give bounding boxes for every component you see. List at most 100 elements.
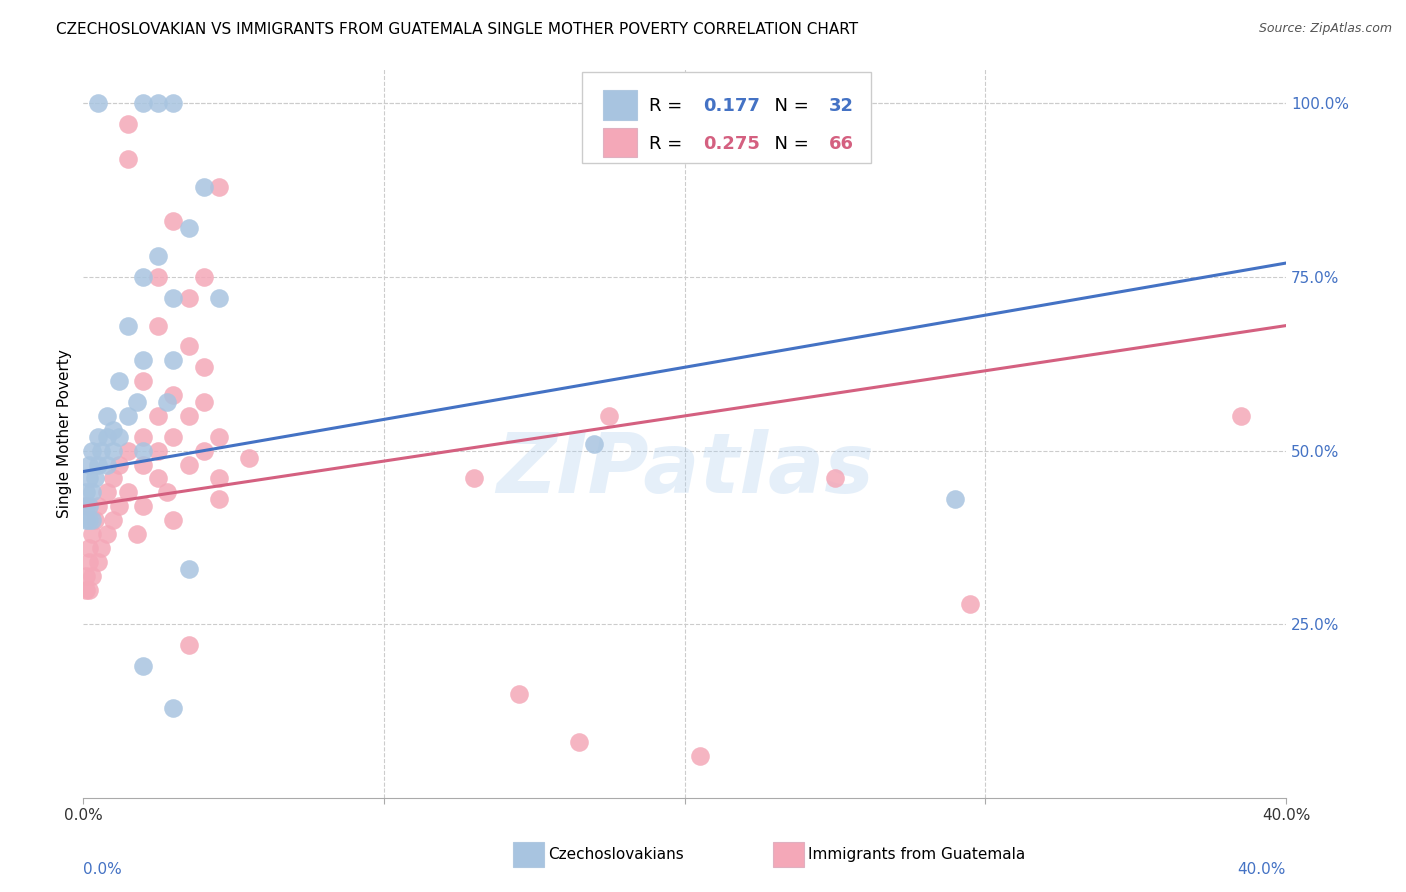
Point <box>75 500 97 514</box>
Point <box>82 568 104 582</box>
Point <box>82 485 104 500</box>
Point <box>90 443 112 458</box>
Point <box>162 291 184 305</box>
Point <box>75 485 97 500</box>
Y-axis label: Single Mother Poverty: Single Mother Poverty <box>58 349 72 517</box>
Text: 40.0%: 40.0% <box>1237 863 1286 877</box>
Point <box>79 471 101 485</box>
Text: CZECHOSLOVAKIAN VS IMMIGRANTS FROM GUATEMALA SINGLE MOTHER POVERTY CORRELATION C: CZECHOSLOVAKIAN VS IMMIGRANTS FROM GUATE… <box>56 22 859 37</box>
Text: 0.0%: 0.0% <box>83 863 122 877</box>
Point <box>508 687 530 701</box>
Point <box>148 249 170 263</box>
Point <box>177 562 200 576</box>
Point <box>117 318 139 333</box>
Point <box>79 458 101 472</box>
Point <box>75 568 97 582</box>
Bar <box>603 90 637 120</box>
Point <box>598 409 620 423</box>
Text: N =: N = <box>763 97 814 115</box>
Point <box>79 513 101 527</box>
Bar <box>603 128 637 157</box>
Point <box>82 527 104 541</box>
Point <box>117 485 139 500</box>
Point <box>84 513 107 527</box>
Point <box>96 527 118 541</box>
Point <box>162 388 184 402</box>
Point <box>162 96 184 111</box>
Point <box>1230 409 1253 423</box>
Text: 32: 32 <box>830 97 853 115</box>
Text: 0.177: 0.177 <box>703 97 759 115</box>
Point <box>193 179 215 194</box>
Point <box>117 443 139 458</box>
Point <box>177 409 200 423</box>
Point <box>162 700 184 714</box>
Point <box>84 471 107 485</box>
Point <box>207 492 229 507</box>
Point <box>79 582 101 597</box>
Point <box>193 360 215 375</box>
Point <box>127 527 149 541</box>
Point <box>207 179 229 194</box>
Point <box>463 471 485 485</box>
Point <box>108 500 131 514</box>
Text: R =: R = <box>648 135 688 153</box>
Point <box>568 735 591 749</box>
Point <box>127 395 149 409</box>
Point <box>75 582 97 597</box>
Point <box>824 471 846 485</box>
Point <box>117 409 139 423</box>
Point <box>193 269 215 284</box>
Point <box>177 221 200 235</box>
Point <box>207 291 229 305</box>
Point <box>132 374 155 388</box>
Point <box>148 471 170 485</box>
Point <box>177 458 200 472</box>
Point <box>177 638 200 652</box>
Text: ZIPatlas: ZIPatlas <box>496 429 873 510</box>
Point <box>79 541 101 555</box>
Point <box>132 659 155 673</box>
Point <box>103 513 125 527</box>
Point <box>162 214 184 228</box>
Point <box>162 353 184 368</box>
Point <box>193 443 215 458</box>
Text: R =: R = <box>648 97 688 115</box>
Point <box>959 597 981 611</box>
Point <box>238 450 260 465</box>
Text: 0.275: 0.275 <box>703 135 759 153</box>
Point <box>108 374 131 388</box>
Point <box>82 513 104 527</box>
Point <box>103 443 125 458</box>
Point <box>689 749 711 764</box>
Point <box>162 513 184 527</box>
Point <box>87 458 110 472</box>
Text: Czechoslovakians: Czechoslovakians <box>548 847 685 862</box>
Point <box>132 500 155 514</box>
Point <box>943 492 966 507</box>
Point <box>96 430 118 444</box>
Point <box>132 353 155 368</box>
Point <box>148 96 170 111</box>
Point <box>87 96 110 111</box>
Point <box>96 458 118 472</box>
Point <box>75 500 97 514</box>
Point <box>108 458 131 472</box>
Point <box>96 485 118 500</box>
FancyBboxPatch shape <box>582 72 872 163</box>
Point <box>132 96 155 111</box>
Point <box>79 555 101 569</box>
Text: 66: 66 <box>830 135 853 153</box>
Point <box>132 269 155 284</box>
Point <box>90 541 112 555</box>
Point <box>75 513 97 527</box>
Point <box>103 471 125 485</box>
Point <box>583 436 606 450</box>
Point <box>132 458 155 472</box>
Point <box>96 409 118 423</box>
Point <box>193 395 215 409</box>
Point <box>156 485 179 500</box>
Point <box>87 500 110 514</box>
Point <box>108 430 131 444</box>
Point <box>87 430 110 444</box>
